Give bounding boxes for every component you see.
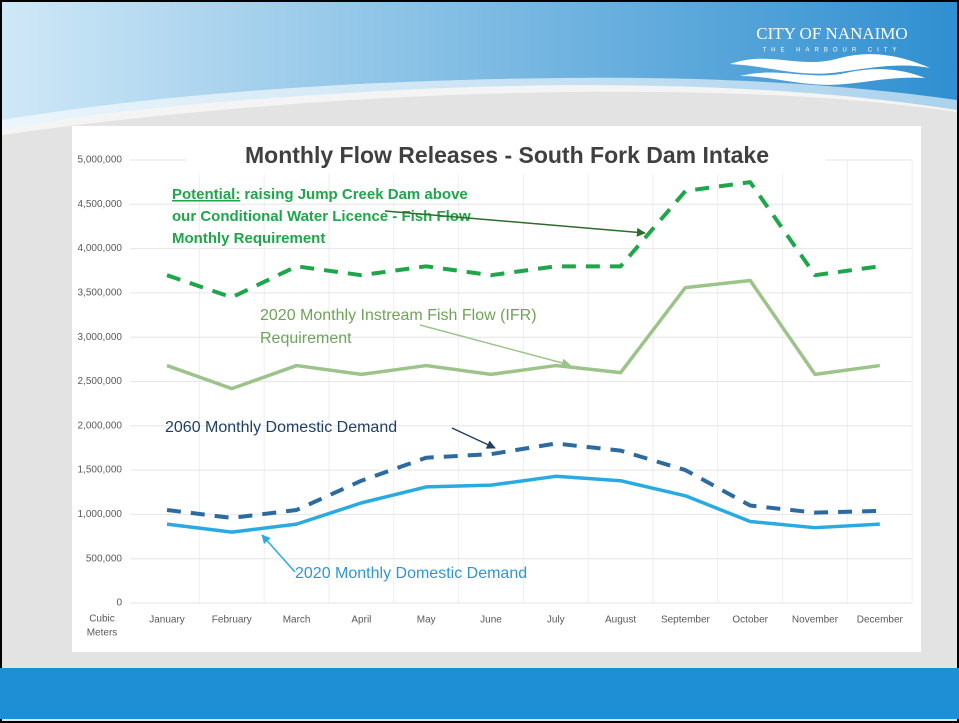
- series-label: Requirement: [260, 330, 352, 347]
- x-tick-label: November: [792, 615, 839, 626]
- x-tick-label: January: [149, 615, 185, 626]
- x-tick-label: March: [283, 615, 311, 626]
- arrow: [419, 324, 571, 368]
- logo-wave: [740, 69, 925, 85]
- series-label: Monthly Requirement: [172, 230, 325, 247]
- y-tick-label: 500,000: [86, 553, 123, 564]
- y-tick-label: 2,000,000: [78, 420, 123, 431]
- plot: January February March April May June July Augu…: [78, 155, 913, 639]
- y-tick-label: 3,500,000: [78, 288, 123, 299]
- y-tick-label: 4,500,000: [78, 199, 123, 210]
- x-tick-label: September: [661, 615, 711, 626]
- series-label-emphasis: Potential:: [172, 186, 240, 203]
- series-label: 2020 Monthly Instream Fish Flow (IFR): [260, 307, 537, 324]
- x-tick-label: May: [417, 615, 436, 626]
- series-line: [166, 180, 881, 300]
- header-wave-light: [2, 77, 957, 135]
- x-tick-label: July: [547, 615, 565, 626]
- series-label: 2020 Monthly Domestic Demand: [295, 565, 527, 582]
- chart-title: Monthly Flow Releases - South Fork Dam I…: [245, 142, 769, 168]
- x-tick-label: February: [212, 615, 252, 626]
- x-tick-label: June: [480, 615, 502, 626]
- y-tick-label: 0: [116, 598, 122, 609]
- x-tick-label: April: [351, 615, 371, 626]
- x-tick-label: August: [605, 615, 636, 626]
- series-label: our Conditional Water Licence - Fish Flo…: [172, 208, 471, 225]
- arrow: [384, 210, 646, 237]
- y-tick-label: 3,000,000: [78, 332, 123, 343]
- y-axis-label: Cubic: [89, 614, 115, 625]
- y-tick-label: 4,000,000: [78, 243, 123, 254]
- y-axis-label: Meters: [87, 628, 118, 639]
- y-tick-label: 1,500,000: [78, 465, 123, 476]
- x-tick-label: October: [732, 615, 768, 626]
- arrow: [261, 534, 296, 573]
- series-line: [166, 441, 880, 520]
- title-bg: [186, 140, 826, 174]
- series-label: 2060 Monthly Domestic Demand: [165, 419, 397, 436]
- series-line: [166, 278, 881, 391]
- y-tick-label: 1,000,000: [78, 509, 123, 520]
- logo-subtitle: THE HARBOUR CITY: [762, 48, 901, 54]
- series-label: Potential: raising Jump Creek Dam above: [172, 186, 468, 203]
- x-tick-label: December: [857, 615, 904, 626]
- y-tick-label: 2,500,000: [78, 376, 123, 387]
- chart-panel: [72, 126, 921, 652]
- series-line: [166, 474, 880, 534]
- series-label-text: raising Jump Creek Dam above: [244, 186, 467, 203]
- footer-band: [0, 668, 959, 719]
- y-tick-label: 5,000,000: [78, 155, 123, 166]
- labels: Potential: raising Jump Creek Dam above ou…: [165, 186, 537, 582]
- arrow: [451, 427, 496, 449]
- logo-wave: [730, 54, 930, 74]
- logo-title: CITY OF NANAIMO: [756, 24, 907, 43]
